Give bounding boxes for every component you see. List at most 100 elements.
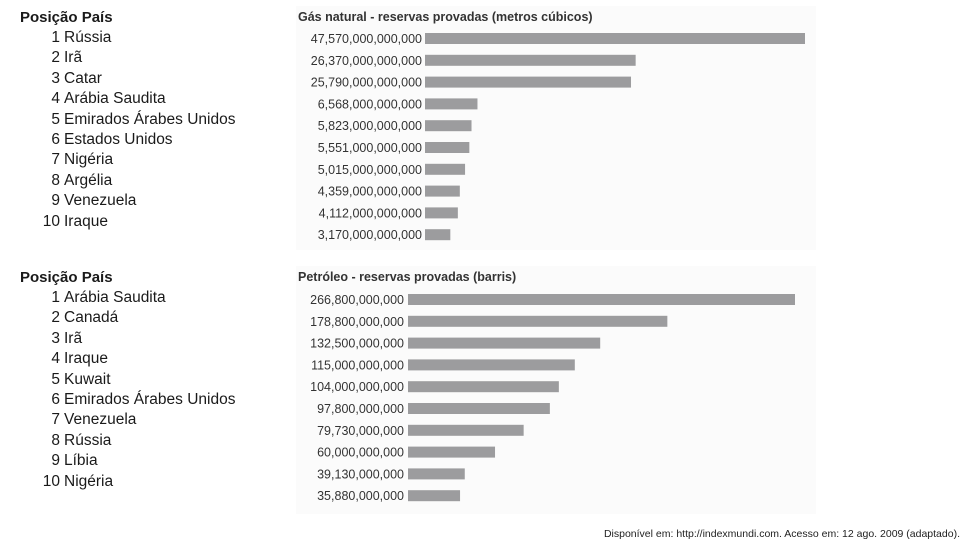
ranking-item: 3 Catar xyxy=(20,69,280,89)
gas-chart-svg: 47,570,000,000,000 26,370,000,000,000 25,7… xyxy=(311,32,805,242)
ranking-position: 10 xyxy=(42,472,60,490)
bar xyxy=(408,490,461,502)
ranking-country: Nigéria xyxy=(64,472,114,490)
bar xyxy=(425,54,636,66)
bar-value-label: 104,000,000,000 xyxy=(310,380,404,394)
bar xyxy=(425,120,472,132)
bar xyxy=(425,76,632,88)
ranking-country: Irã xyxy=(64,49,83,67)
ranking-position: 2 xyxy=(51,309,60,327)
ranking-position: 1 xyxy=(51,289,60,306)
ranking-item: 6 Estados Unidos xyxy=(20,130,280,150)
ranking-country: Nigéria xyxy=(64,151,114,169)
ranking-country: Venezuela xyxy=(64,192,137,210)
oil-chart-title: Petróleo - reservas provadas (barris) xyxy=(298,270,517,284)
oil-ranking-header: Posição País xyxy=(20,269,113,286)
ranking-country: Irã xyxy=(64,329,83,347)
ranking-item: 5 Kuwait xyxy=(20,370,280,390)
bar xyxy=(425,185,460,197)
ranking-country: Emirados Árabes Unidos xyxy=(64,390,236,408)
bar-value-label: 60,000,000,000 xyxy=(317,446,404,460)
gas-chart-title: Gás natural - reservas provadas (metros … xyxy=(298,10,593,24)
ranking-position: 8 xyxy=(51,431,60,449)
bar-value-label: 39,130,000,000 xyxy=(317,467,404,481)
ranking-country: Estados Unidos xyxy=(64,130,173,148)
ranking-item: 6 Emirados Árabes Unidos xyxy=(20,390,280,410)
gas-ranking-list: Posição País 1 Rússia 2 Irã 3 Catar 4 Arábia Sa… xyxy=(20,8,280,232)
ranking-position: 8 xyxy=(51,171,60,189)
ranking-position: 4 xyxy=(51,350,60,368)
ranking-position: 7 xyxy=(51,411,60,429)
ranking-item: 2 Canadá xyxy=(20,308,280,328)
ranking-country: Canadá xyxy=(64,309,119,327)
bar xyxy=(425,207,458,219)
ranking-item: 8 Rússia xyxy=(20,431,280,451)
gas-chart-panel: Gás natural - reservas provadas (metros … xyxy=(296,6,816,250)
gas-ranking-header: Posição País xyxy=(20,9,113,26)
bar-value-label: 25,790,000,000,000 xyxy=(311,76,422,90)
ranking-position: 1 xyxy=(51,29,60,46)
oil-chart-svg: 266,800,000,000 178,800,000,000 132,500,00… xyxy=(310,293,795,503)
bar xyxy=(425,142,470,153)
ranking-country: Arábia Saudita xyxy=(64,289,166,306)
ranking-position: 6 xyxy=(51,130,60,148)
bar xyxy=(408,315,668,327)
bar xyxy=(408,337,601,349)
bar-value-label: 4,359,000,000,000 xyxy=(318,185,422,199)
bar-value-label: 5,551,000,000,000 xyxy=(318,141,422,155)
ranking-country: Arábia Saudita xyxy=(64,90,166,108)
bar-value-label: 79,730,000,000 xyxy=(317,424,404,438)
bar xyxy=(425,163,466,175)
ranking-country: Kuwait xyxy=(64,370,111,388)
ranking-item: 5 Emirados Árabes Unidos xyxy=(20,110,280,130)
ranking-position: 5 xyxy=(51,110,60,128)
bar xyxy=(425,98,478,110)
ranking-position: 3 xyxy=(51,69,60,87)
gas-ranking-items: 1 Rússia 2 Irã 3 Catar 4 Arábia Saudita 5 Emirado… xyxy=(20,28,280,232)
bar-value-label: 5,015,000,000,000 xyxy=(318,163,422,177)
ranking-position: 3 xyxy=(51,329,60,347)
ranking-item: 4 Arábia Saudita xyxy=(20,89,280,109)
ranking-position: 6 xyxy=(51,390,60,408)
ranking-country: Rússia xyxy=(64,29,112,46)
bar xyxy=(425,229,451,241)
ranking-item: 7 Nigéria xyxy=(20,150,280,170)
ranking-country: Venezuela xyxy=(64,411,137,429)
ranking-position: 9 xyxy=(51,192,60,210)
ranking-item: 9 Venezuela xyxy=(20,191,280,211)
ranking-item: 10 Iraque xyxy=(20,212,280,232)
oil-ranking-list: Posição País 1 Arábia Saudita 2 Canadá 3 Irã 4… xyxy=(20,268,280,492)
bar xyxy=(408,359,575,371)
ranking-country: Argélia xyxy=(64,171,113,189)
bar-value-label: 4,112,000,000,000 xyxy=(319,206,422,220)
ranking-item: 4 Iraque xyxy=(20,349,280,369)
bar xyxy=(408,424,524,436)
oil-chart-panel: Petróleo - reservas provadas (barris) 26… xyxy=(296,266,816,514)
bar xyxy=(408,381,559,393)
ranking-country: Iraque xyxy=(64,350,108,368)
ranking-item: 7 Venezuela xyxy=(20,410,280,430)
ranking-position: 2 xyxy=(51,49,60,67)
ranking-item: 3 Irã xyxy=(20,329,280,349)
bar-value-label: 115,000,000,000 xyxy=(311,358,404,372)
ranking-country: Rússia xyxy=(64,431,112,449)
ranking-item: 1 Rússia xyxy=(20,28,280,48)
bar-value-label: 6,568,000,000,000 xyxy=(318,97,422,111)
ranking-country: Líbia xyxy=(64,452,98,470)
bar xyxy=(408,446,496,458)
ranking-item: 1 Arábia Saudita xyxy=(20,288,280,308)
source-note: Disponível em: http://indexmundi.com. Ac… xyxy=(603,528,960,540)
bar-value-label: 97,800,000,000 xyxy=(317,402,404,416)
ranking-item: 2 Irã xyxy=(20,48,280,68)
bar xyxy=(408,468,465,480)
bar xyxy=(425,33,805,44)
ranking-position: 7 xyxy=(51,151,60,169)
ranking-position: 5 xyxy=(51,370,60,388)
bar-value-label: 178,800,000,000 xyxy=(310,315,404,329)
bar-value-label: 47,570,000,000,000 xyxy=(311,32,422,46)
ranking-country: Emirados Árabes Unidos xyxy=(64,110,236,128)
ranking-item: 10 Nigéria xyxy=(20,472,280,492)
bar-value-label: 3,170,000,000,000 xyxy=(318,228,422,242)
bar-value-label: 35,880,000,000 xyxy=(317,489,404,503)
ranking-country: Catar xyxy=(64,69,102,87)
